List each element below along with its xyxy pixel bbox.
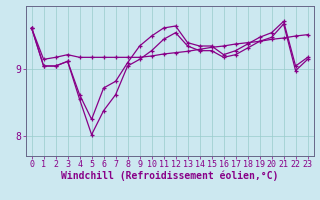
X-axis label: Windchill (Refroidissement éolien,°C): Windchill (Refroidissement éolien,°C) [61,171,278,181]
